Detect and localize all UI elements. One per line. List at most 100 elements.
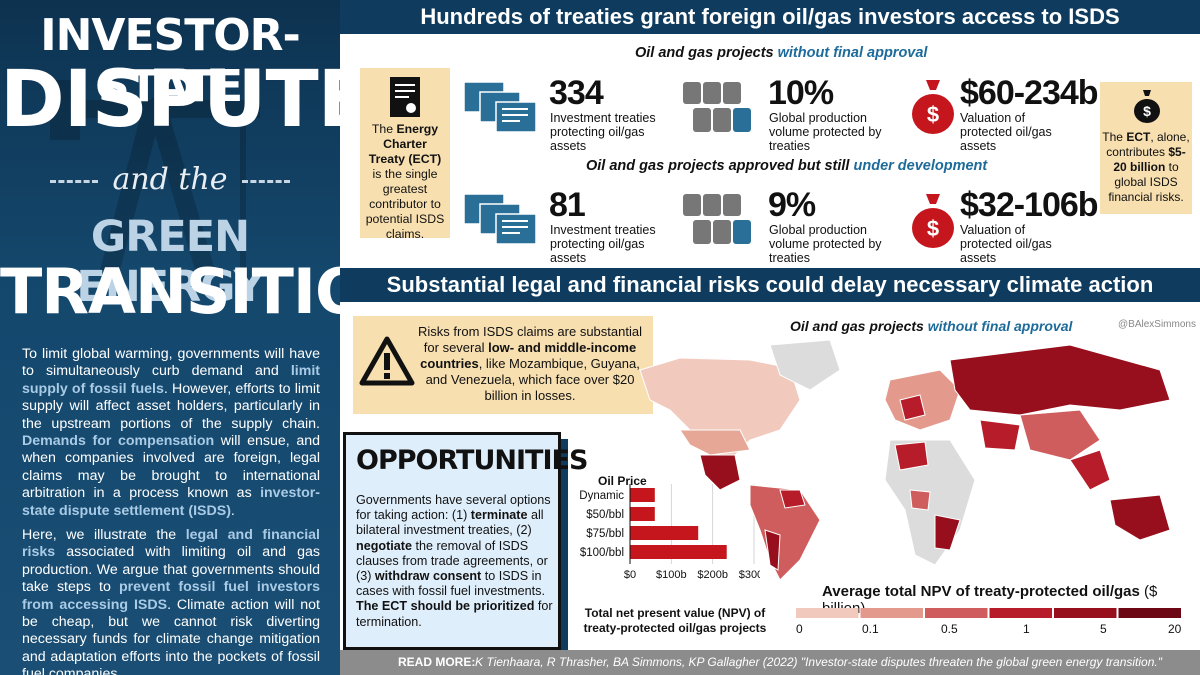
x-tick-label: $0 <box>624 569 636 581</box>
legend-swatch <box>1054 608 1117 618</box>
legend-tick: 1 <box>1023 622 1030 636</box>
subheading-highlight: without final approval <box>777 45 928 61</box>
treaties-label-1: Investment treaties protecting oil/gas a… <box>550 111 656 153</box>
treaties-icon <box>463 193 537 245</box>
text-segment: to ISDS in cases with fossil fuel invest… <box>356 569 545 599</box>
ect-note-left: The Energy Charter Treaty (ECT) is the s… <box>360 68 450 241</box>
title-line-4: TRANSITION <box>0 255 340 328</box>
category-label: $50/bbl <box>586 509 624 521</box>
text-segment: . However, efforts to limit supply will … <box>22 380 320 432</box>
barrels-icon <box>683 194 751 244</box>
map-subheading: Oil and gas projects without final appro… <box>790 318 1072 334</box>
x-tick-label: $100b <box>656 569 687 581</box>
text-segment: all bilateral investment treaties, (2) <box>356 508 544 538</box>
bar <box>630 545 727 559</box>
valuation-label-2: Valuation of protected oil/gas assets <box>960 223 1052 265</box>
title-line-1: INVESTOR-STATE <box>40 10 301 112</box>
category-label: $75/bbl <box>586 528 624 540</box>
legend-tick: 0 <box>796 622 803 636</box>
legend-colorbar <box>796 608 1181 618</box>
africa <box>884 439 976 566</box>
text-segment: . <box>230 502 235 519</box>
text-segment: Governments have several options for tak… <box>356 493 551 523</box>
bar <box>630 507 655 521</box>
barrels-icon <box>683 82 751 132</box>
ect-note-right: $ The ECT, alone, contributes $5-20 bill… <box>1100 82 1192 214</box>
money-bag-icon: $ <box>912 194 954 248</box>
category-label: $100/bbl <box>580 547 624 559</box>
legend-swatch <box>796 608 859 618</box>
south-america <box>749 484 821 580</box>
money-bag-icon: $ <box>1134 90 1160 123</box>
emphasis-text: limit supply of fossil fuels <box>22 363 320 397</box>
valuation-2: $32-106b <box>960 186 1099 224</box>
subheading-highlight: under development <box>853 158 988 174</box>
warning-text: Risks from ISDS claims are substantial f… <box>413 324 647 404</box>
emphasis-text: legal and financial risks <box>22 527 320 561</box>
map-subheading-text: Oil and gas projects <box>790 318 928 334</box>
legend-swatch <box>1118 608 1181 618</box>
emphasis-text: prevent fossil fuel investors from acces… <box>22 579 321 613</box>
chart-xlabel: Total net present value (NPV) of treaty-… <box>583 606 767 635</box>
text-segment: , like Mozambique, Guyana, and Venezuela… <box>425 356 640 403</box>
emphasis-text: The ECT should be prioritized <box>356 599 535 614</box>
svg-text:$: $ <box>927 102 939 127</box>
emphasis-text: low- and middle-income countries <box>420 340 637 371</box>
legend-tick: 0.1 <box>862 622 879 636</box>
npv-bar-chart: $0 $100b $200b $300b Dynamic $50/bbl $75/bbl $1… <box>579 484 760 581</box>
title-line-3: GREEN ENERGY <box>76 212 264 312</box>
treaties-label-2: Investment treaties protecting oil/gas a… <box>550 223 656 265</box>
valuation-1: $60-234b <box>960 74 1099 112</box>
text-segment: The <box>1102 130 1127 144</box>
text-segment: To limit global warming, governments wil… <box>22 346 320 380</box>
valuation-label-1: Valuation of protected oil/gas assets <box>960 111 1052 153</box>
opportunities-box: OPPORTUNITIES Governments have several o… <box>343 432 588 650</box>
text-segment: The <box>371 122 397 136</box>
europe <box>884 369 961 431</box>
bar <box>630 488 655 502</box>
emphasis-text: ECT <box>1126 130 1151 144</box>
legend-tick: 20 <box>1168 622 1182 636</box>
legend-swatch <box>989 608 1052 618</box>
opportunities-text: Governments have several options for tak… <box>356 493 554 630</box>
north-america <box>639 339 841 491</box>
citation-link[interactable]: K Tienhaara, R Thrasher, BA Simmons, KP … <box>475 655 1162 669</box>
x-tick-label: $200b <box>697 569 728 581</box>
world-choropleth-map <box>639 339 1171 580</box>
subheading-text: Oil and gas projects approved but still <box>586 158 854 174</box>
text-segment: Here, we illustrate the <box>22 527 186 543</box>
text-segment: associated with limiting oil and gas pro… <box>22 544 320 596</box>
text-segment: is the single greatest contributor to po… <box>365 167 445 241</box>
russia-asia <box>949 344 1171 541</box>
author-credit: @BAlexSimmons <box>1118 319 1196 330</box>
bar <box>630 526 699 540</box>
legend-title-text: Average total NPV of treaty-protected oi… <box>822 583 1140 600</box>
subheading-under-development: Oil and gas projects approved but still … <box>586 158 987 174</box>
emphasis-text: Energy Charter Treaty (ECT) <box>368 122 442 166</box>
volume-label-1: Global production volume protected by tr… <box>769 111 882 153</box>
legend-tick: 0.5 <box>941 622 958 636</box>
svg-text:$: $ <box>1143 103 1151 119</box>
top-banner: Hundreds of treaties grant foreign oil/g… <box>340 0 1200 34</box>
volume-pct-2: 9% <box>768 186 816 224</box>
ect-note-text: The Energy Charter Treaty (ECT) is the s… <box>364 122 446 242</box>
subheading-no-approval: Oil and gas projects without final appro… <box>635 45 927 61</box>
text-segment: for termination. <box>356 599 553 629</box>
volume-pct-1: 10% <box>768 74 834 112</box>
text-segment: Risks from ISDS claims are substantial f… <box>418 324 642 355</box>
treaties-count-2: 81 <box>549 186 586 224</box>
intro-paragraph-2: Here, we illustrate the legal and financ… <box>22 527 320 675</box>
oil-pump-silhouette-icon <box>50 80 260 270</box>
emphasis-text: withdraw consent <box>374 569 482 584</box>
volume-label-2: Global production volume protected by tr… <box>769 223 882 265</box>
category-label: Dynamic <box>579 490 624 502</box>
left-panel: INVESTOR-STATE DISPUTES and the GREEN EN… <box>0 0 340 675</box>
treaties-count-1: 334 <box>549 74 604 112</box>
bottom-banner: Substantial legal and financial risks co… <box>340 268 1200 302</box>
intro-paragraph-1: To limit global warming, governments wil… <box>22 346 320 520</box>
warning-icon <box>359 336 415 386</box>
title-and: and the <box>0 162 340 197</box>
title-and-text: and the <box>112 162 228 197</box>
emphasis-text: Demands for compensation <box>22 433 215 450</box>
